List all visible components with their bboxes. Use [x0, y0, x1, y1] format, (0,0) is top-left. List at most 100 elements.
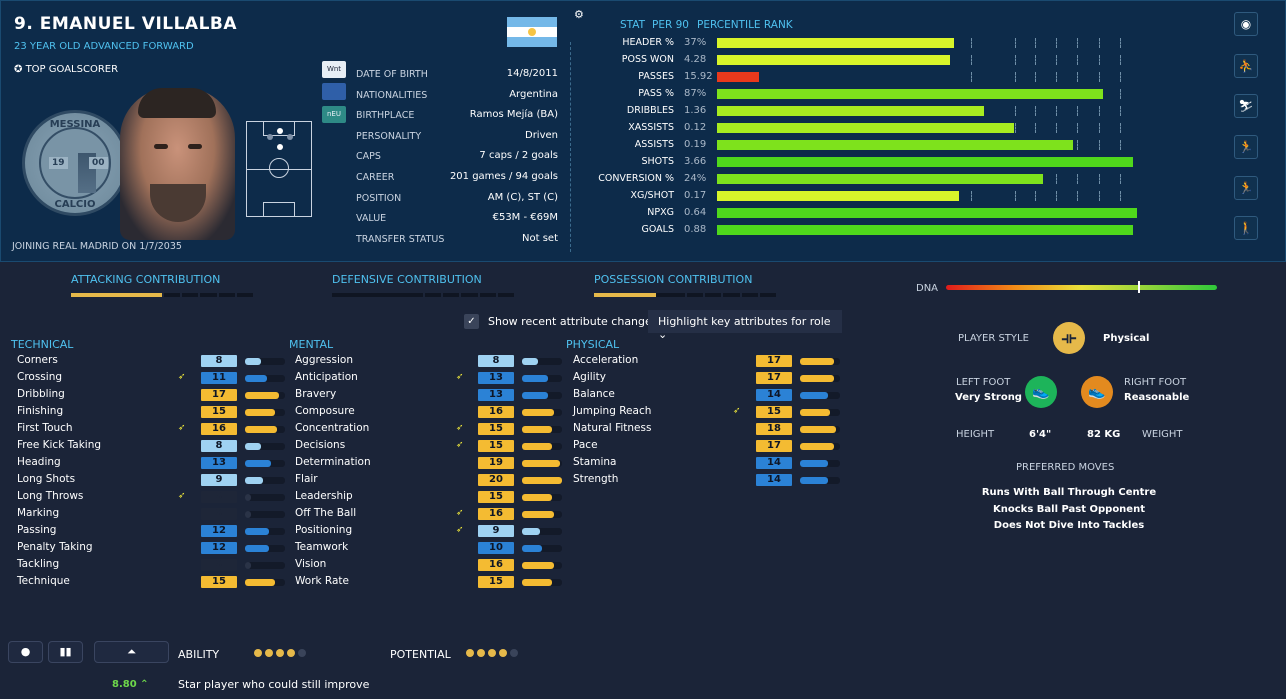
per90-header: PER 90: [652, 19, 689, 31]
stat-track: [717, 123, 1141, 133]
chart-icon-button[interactable]: ▮▮: [48, 641, 83, 663]
attribute-name[interactable]: Passing: [17, 524, 57, 536]
stat-value: 4.28: [684, 54, 707, 65]
attribute-name[interactable]: Determination: [295, 456, 371, 468]
chevron-down-icon: ⌄: [658, 328, 668, 341]
stat-track: [717, 191, 1141, 201]
arrow-up-icon: ➶: [456, 525, 464, 535]
stat-label: SHOTS: [641, 156, 675, 167]
stat-track: [717, 140, 1141, 150]
dna-marker: [1138, 281, 1141, 293]
attribute-name[interactable]: Anticipation: [295, 371, 358, 383]
attribute-value: 11: [201, 372, 237, 384]
attribute-name[interactable]: Dribbling: [17, 388, 65, 400]
attribute-name[interactable]: Long Throws: [17, 490, 84, 502]
info-label: CAPS: [356, 151, 381, 163]
preferred-moves-title: PREFERRED MOVES: [1016, 462, 1115, 473]
attribute-name[interactable]: Positioning: [295, 524, 353, 536]
attribute-bar: [245, 375, 267, 382]
attribute-value: 17: [756, 440, 792, 452]
attribute-value: 8: [201, 440, 237, 452]
arrow-up-icon: ➶: [456, 440, 464, 450]
star-icon: [276, 649, 284, 657]
attribute-name[interactable]: Penalty Taking: [17, 541, 93, 553]
attribute-name[interactable]: Strength: [573, 473, 619, 485]
info-value: Argentina: [509, 88, 558, 100]
attribute-bar: [522, 409, 554, 416]
attribute-name[interactable]: Tackling: [17, 558, 60, 570]
status-square[interactable]: Wnt: [322, 61, 346, 78]
attribute-name[interactable]: Stamina: [573, 456, 617, 468]
status-square[interactable]: [322, 83, 346, 100]
attribute-name[interactable]: Composure: [295, 405, 355, 417]
attribute-bar: [800, 358, 834, 365]
settings-gear-icon[interactable]: ⚙: [574, 8, 584, 21]
status-square[interactable]: nEU: [322, 106, 346, 123]
attribute-name[interactable]: Concentration: [295, 422, 370, 434]
run-icon[interactable]: 🏃: [1234, 135, 1258, 159]
person-profile-icon[interactable]: ◉: [1234, 12, 1258, 36]
position-pitch[interactable]: [246, 121, 312, 217]
attribute-name[interactable]: Leadership: [295, 490, 353, 502]
attribute-bar: [245, 426, 277, 433]
attribute-name[interactable]: Balance: [573, 388, 615, 400]
attribute-name[interactable]: Crossing: [17, 371, 63, 383]
attribute-name[interactable]: Long Shots: [17, 473, 76, 485]
walk-icon[interactable]: 🚶: [1234, 216, 1258, 240]
arrow-up-icon: ➶: [178, 423, 186, 433]
attribute-name[interactable]: Bravery: [295, 388, 337, 400]
attribute-name[interactable]: Finishing: [17, 405, 64, 417]
attribute-name[interactable]: Pace: [573, 439, 598, 451]
club-badge: MESSINA 19 00 CALCIO: [22, 110, 128, 216]
attribute-name[interactable]: First Touch: [17, 422, 73, 434]
stat-track: [717, 174, 1141, 184]
arrow-up-icon: ➶: [178, 491, 186, 501]
attribute-value: 17: [756, 372, 792, 384]
percentile-header: PERCENTILE RANK: [697, 19, 793, 31]
preferred-move: Does Not Dive Into Tackles: [993, 520, 1145, 531]
dribble-icon[interactable]: 🏃: [1234, 176, 1258, 200]
attribute-value: 16: [478, 406, 514, 418]
stat-value: 24%: [684, 173, 707, 184]
stat-label: XG/SHOT: [630, 190, 674, 201]
attribute-name[interactable]: Work Rate: [295, 575, 350, 587]
stat-label: PASS %: [638, 88, 674, 99]
weight-value: 82 KG: [1087, 429, 1121, 440]
gear-icon: ✪: [14, 64, 23, 75]
stat-value: 0.64: [684, 207, 707, 218]
attribute-value: 14: [756, 389, 792, 401]
attribute-value: 15: [478, 423, 514, 435]
attribute-name[interactable]: Marking: [17, 507, 60, 519]
divider: [570, 42, 571, 252]
bell-curve-icon-button[interactable]: ⏶: [94, 641, 169, 663]
attribute-name[interactable]: Flair: [295, 473, 318, 485]
slide-icon[interactable]: ⛷: [1234, 94, 1258, 118]
attribute-name[interactable]: Technique: [17, 575, 70, 587]
attribute-name[interactable]: Off The Ball: [295, 507, 357, 519]
attribute-name[interactable]: Jumping Reach: [573, 405, 652, 417]
attribute-name[interactable]: Corners: [17, 354, 58, 366]
attribute-name[interactable]: Acceleration: [573, 354, 639, 366]
attribute-bar: [522, 528, 540, 535]
stat-bar: [717, 174, 1044, 184]
joining-text: JOINING REAL MADRID ON 1/7/2035: [12, 241, 182, 252]
attribute-bar: [800, 460, 828, 467]
attribute-name[interactable]: Agility: [573, 371, 606, 383]
attribute-name[interactable]: Teamwork: [295, 541, 349, 553]
attribute-bar: [522, 460, 560, 467]
attribute-name[interactable]: Aggression: [295, 354, 353, 366]
attribute-name[interactable]: Vision: [295, 558, 327, 570]
attribute-name[interactable]: Free Kick Taking: [17, 439, 102, 451]
preferred-move: Knocks Ball Past Opponent: [993, 504, 1145, 515]
height-value: 6'4": [1029, 429, 1052, 440]
attribute-name[interactable]: Heading: [17, 456, 61, 468]
nationality-flag: [507, 17, 557, 47]
attribute-name[interactable]: Natural Fitness: [573, 422, 652, 434]
attribute-name[interactable]: Decisions: [295, 439, 346, 451]
attribute-value: 3: [201, 559, 237, 571]
highlight-attributes-dropdown[interactable]: Highlight key attributes for role ⌄: [648, 310, 842, 341]
show-changes-checkbox[interactable]: ✓: [464, 314, 479, 329]
tackle-icon[interactable]: ⛹: [1234, 54, 1258, 78]
attribute-value: 13: [201, 457, 237, 469]
ball-icon-button[interactable]: ●: [8, 641, 43, 663]
